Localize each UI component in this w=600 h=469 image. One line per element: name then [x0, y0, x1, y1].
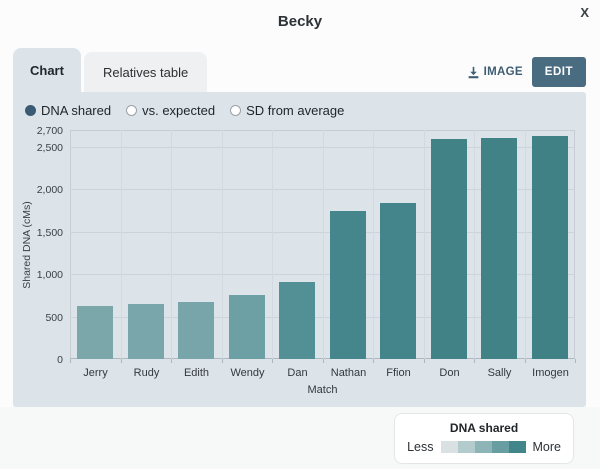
bar-jerry[interactable] [77, 306, 113, 359]
tab-chart[interactable]: Chart [13, 48, 81, 92]
x-axis-tick [323, 359, 324, 363]
bar-don[interactable] [431, 139, 467, 359]
x-axis-category-label: Jerry [83, 367, 108, 379]
close-button[interactable]: X [580, 5, 589, 20]
legend-swatch-3 [474, 440, 492, 453]
download-image-button[interactable]: IMAGE [467, 66, 523, 79]
download-icon [467, 66, 480, 79]
modal-title: Becky [277, 13, 323, 30]
gridline-y [70, 147, 575, 148]
legend-swatch-4 [491, 440, 509, 453]
y-axis-title: Shared DNA (cMs) [21, 200, 33, 289]
y-axis-tick-label: 0 [57, 354, 63, 366]
bar-edith[interactable] [178, 302, 214, 359]
y-axis-tick-label: 2,700 [36, 125, 63, 137]
legend-swatch-2 [457, 440, 475, 453]
x-axis-tick [424, 359, 425, 363]
radio-label: vs. expected [142, 103, 216, 118]
dna-shared-legend: DNA shared Less More [394, 412, 574, 464]
x-axis-tick [272, 359, 273, 363]
x-axis-tick [525, 359, 526, 363]
tab-relatives-table[interactable]: Relatives table [83, 52, 208, 92]
legend-title: DNA shared [449, 420, 519, 435]
edit-button[interactable]: EDIT [531, 57, 586, 87]
x-axis-tick [373, 359, 374, 363]
legend-swatch-5 [508, 440, 526, 453]
gridline-x [323, 130, 324, 359]
modal-footer: DNA shared Less More [0, 407, 600, 469]
bar-dan[interactable] [279, 282, 315, 359]
gridline-x [373, 130, 374, 359]
gridline-x [525, 130, 526, 359]
radio-option-sd-from-average[interactable]: SD from average [230, 103, 344, 118]
x-axis-category-label: Rudy [133, 367, 160, 379]
gridline-x [222, 130, 223, 359]
bar-rudy[interactable] [128, 304, 164, 359]
radio-dot [126, 105, 138, 116]
y-axis-tick-label: 2,000 [36, 184, 63, 196]
gridline-x [474, 130, 475, 359]
legend-more-label: More [532, 439, 561, 454]
bar-ffion[interactable] [380, 203, 416, 359]
legend-gradient [440, 440, 526, 453]
x-axis-tick [171, 359, 172, 363]
x-axis-tick [121, 359, 122, 363]
x-axis-category-label: Dan [287, 367, 308, 379]
legend-scale: Less More [407, 440, 561, 454]
chart-panel: DNA shared vs. expected SD from average 0 5… [13, 92, 586, 407]
bar-sally[interactable] [481, 138, 517, 359]
x-axis-tick [70, 359, 71, 363]
bar-chart: 0 500 1,000 1,500 2,000 2,500 2,700 Jerry Rudy Ed… [13, 92, 586, 407]
x-axis-category-label: Imogen [532, 367, 569, 379]
bar-nathan[interactable] [330, 211, 366, 359]
radio-label: SD from average [246, 103, 345, 118]
y-axis-tick-label: 2,500 [36, 142, 63, 154]
x-axis-category-label: Wendy [230, 367, 265, 379]
toolbar: Chart Relatives table IMAGE EDIT [0, 46, 600, 92]
x-axis-category-label: Nathan [330, 367, 367, 379]
y-axis-tick-label: 1,000 [36, 269, 63, 281]
plot-area [70, 130, 575, 359]
x-axis-category-label: Edith [183, 367, 210, 379]
x-axis-category-label: Don [439, 367, 460, 379]
gridline-y [70, 189, 575, 190]
y-axis-tick-label: 500 [45, 312, 63, 324]
x-axis-tick [222, 359, 223, 363]
x-axis-category-label: Sally [487, 367, 512, 379]
x-axis-category-label: Ffion [386, 367, 411, 379]
download-image-label: IMAGE [483, 66, 523, 78]
gridline-x [424, 130, 425, 359]
legend-swatch-1 [440, 440, 458, 453]
radio-option-dna-shared[interactable]: DNA shared [25, 103, 111, 118]
y-axis-tick-label: 1,500 [36, 227, 63, 239]
gridline-x [272, 130, 273, 359]
bar-wendy[interactable] [229, 295, 265, 359]
radio-dot [230, 105, 242, 116]
radio-label: DNA shared [41, 103, 112, 118]
gridline-y [70, 232, 575, 233]
modal-header: Becky X [0, 0, 600, 46]
legend-less-label: Less [407, 439, 434, 454]
x-axis-tick [575, 359, 576, 363]
radio-option-vs-expected[interactable]: vs. expected [126, 103, 215, 118]
bar-imogen[interactable] [532, 136, 568, 359]
metric-radio-group: DNA shared vs. expected SD from average [13, 92, 586, 118]
gridline-x [171, 130, 172, 359]
x-axis-title: Match [307, 384, 338, 396]
gridline-y [70, 274, 575, 275]
gridline-x [121, 130, 122, 359]
toolbar-actions: IMAGE EDIT [467, 57, 586, 87]
x-axis-tick [474, 359, 475, 363]
radio-dot [25, 105, 36, 116]
gridline-y [70, 317, 575, 318]
